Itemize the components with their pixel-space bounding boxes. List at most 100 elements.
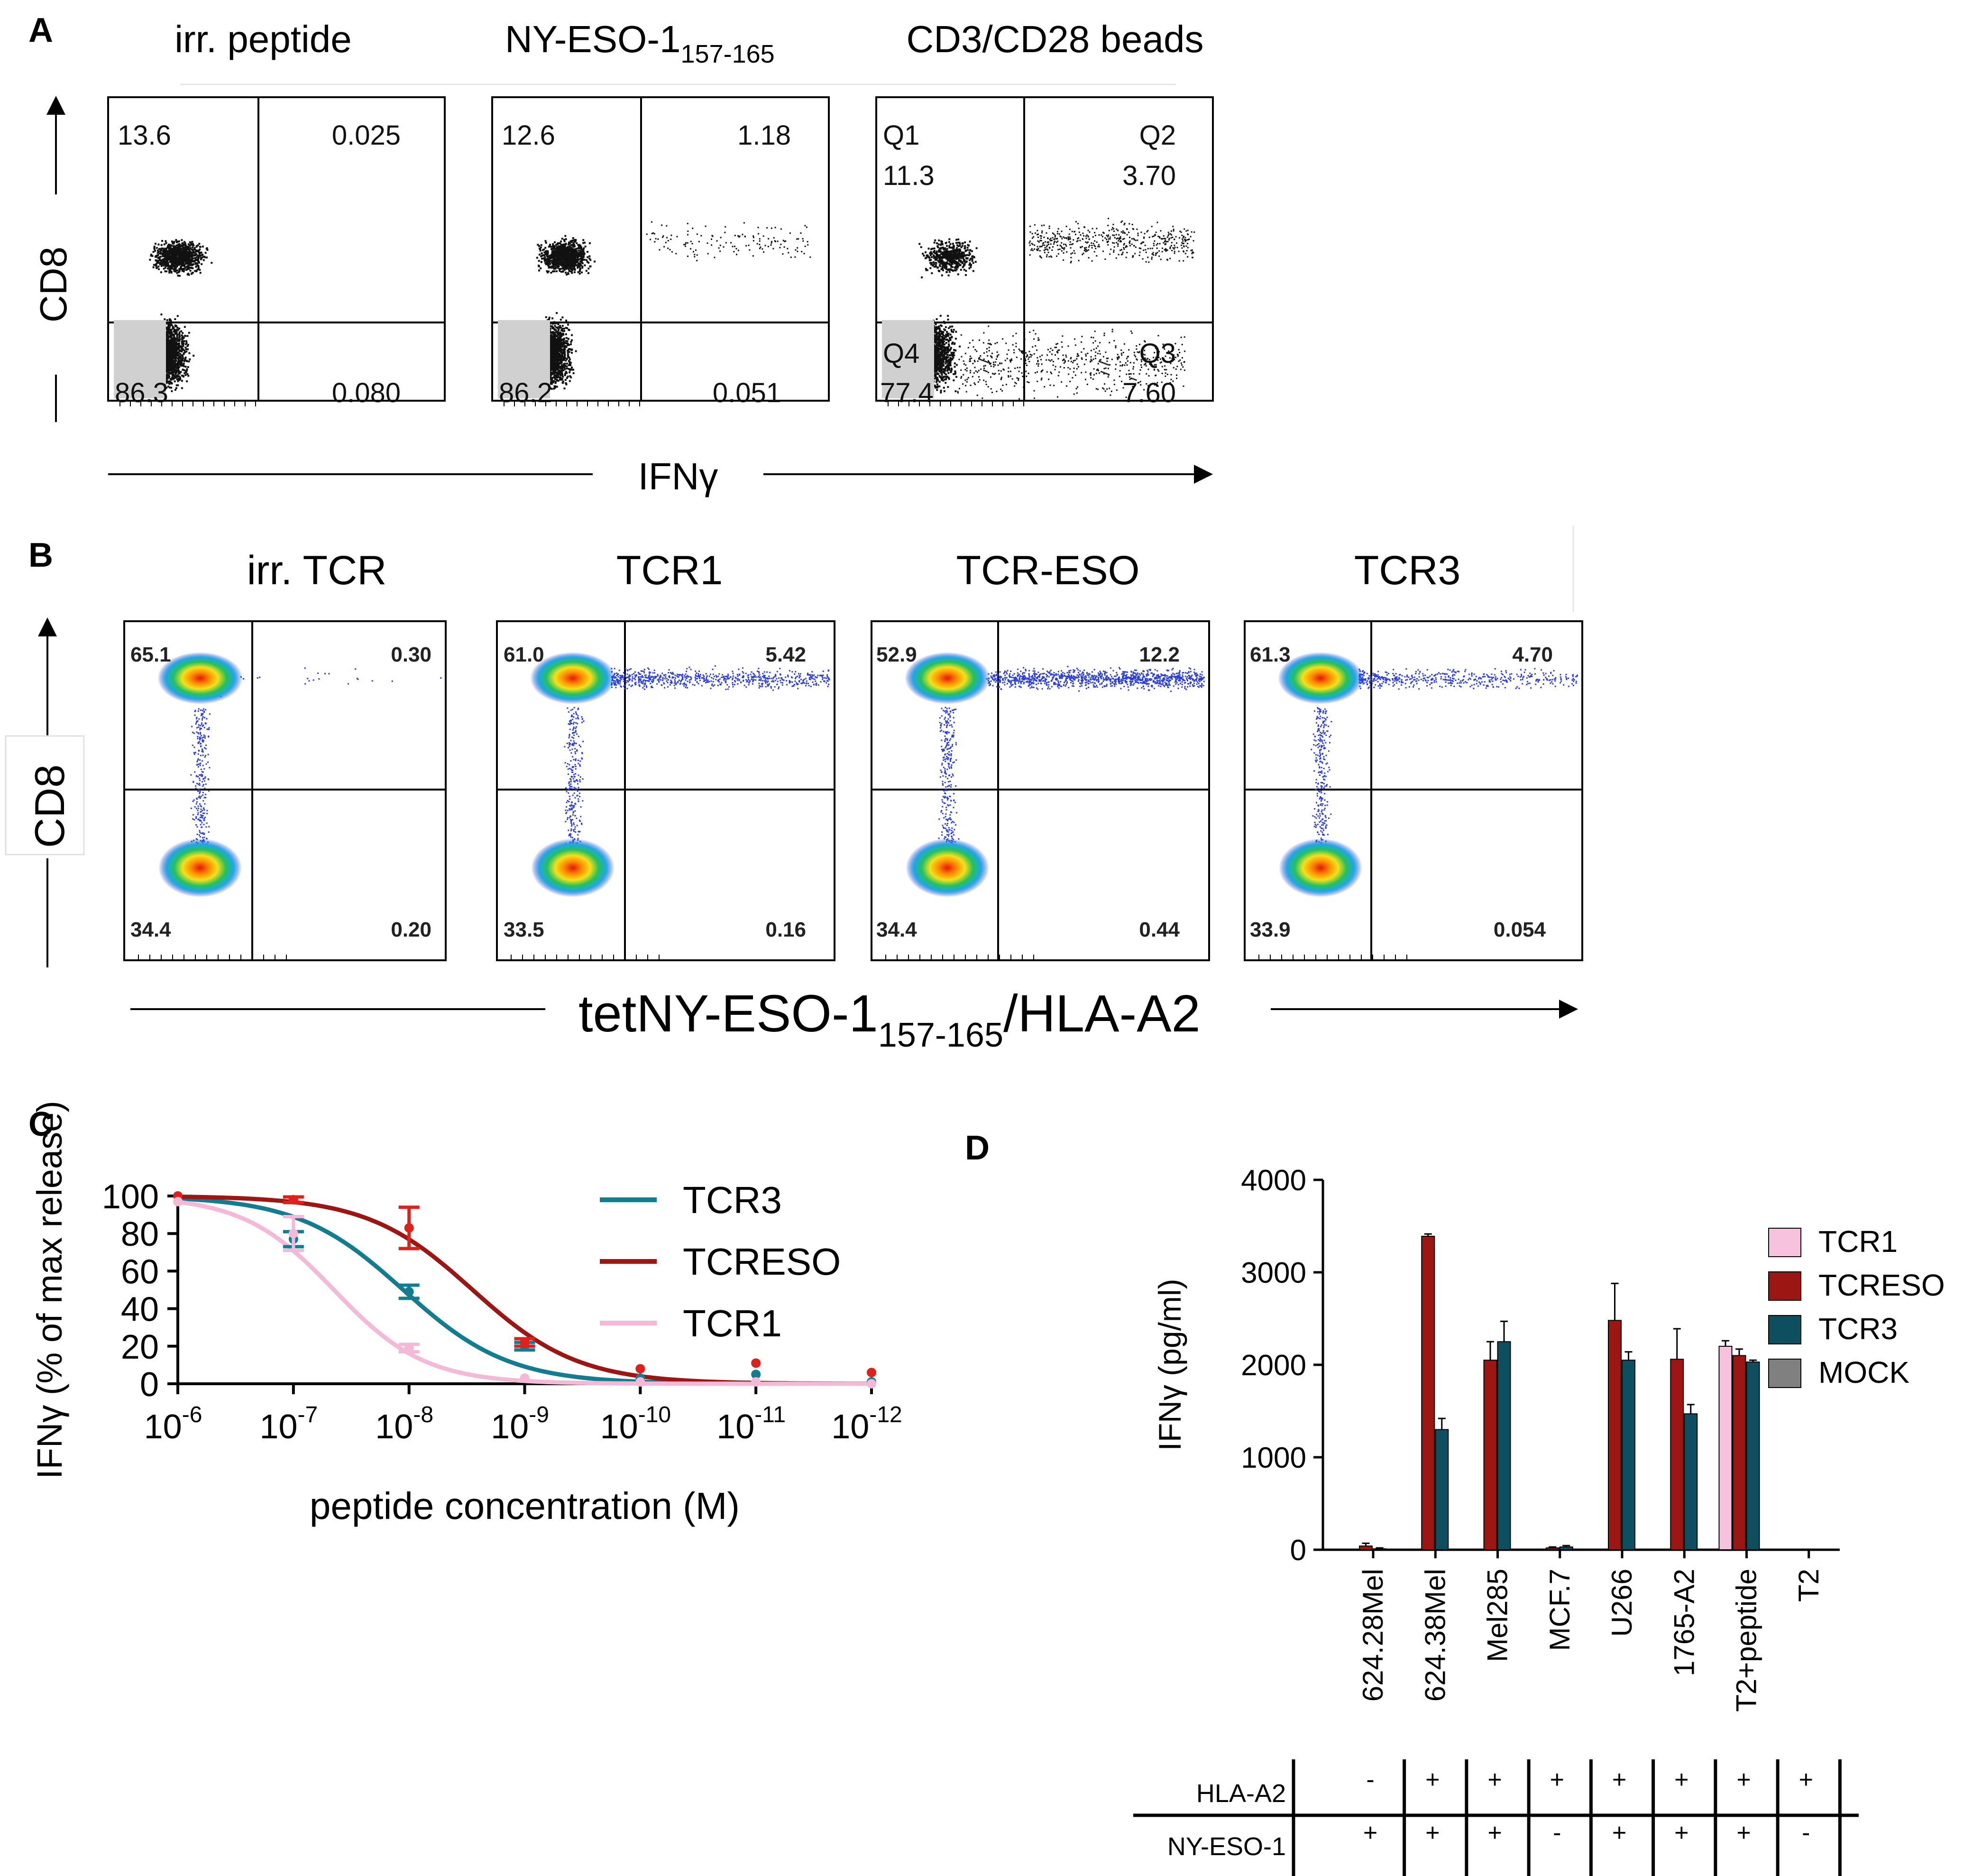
event-dot: [185, 359, 188, 362]
event-dot: [173, 270, 175, 272]
event-dot: [759, 238, 761, 240]
event-dot: [170, 367, 172, 369]
event-dot: [167, 334, 169, 337]
event-dot: [173, 245, 175, 248]
event-dot: [559, 346, 561, 349]
event-dot: [185, 257, 187, 259]
event-dot: [553, 347, 555, 349]
event-dot: [557, 254, 560, 256]
event-dot: [175, 255, 177, 257]
event-dot: [169, 369, 171, 372]
event-dot: [159, 258, 161, 260]
event-dot: [560, 377, 562, 380]
event-dot: [199, 248, 201, 250]
event-dot: [573, 239, 576, 241]
event-dot: [566, 273, 568, 276]
scatter-cloud: [918, 218, 1195, 400]
event-dot: [175, 258, 177, 260]
event-dot: [558, 268, 560, 270]
event-dot: [567, 257, 569, 259]
event-dot: [562, 267, 565, 269]
event-dot: [570, 271, 573, 273]
event-dot: [559, 247, 561, 249]
event-dot: [173, 377, 175, 379]
event-dot: [963, 255, 965, 257]
event-dot: [202, 259, 205, 261]
event-dot: [579, 252, 582, 254]
event-dot: [169, 342, 172, 345]
event-dot: [548, 262, 550, 264]
event-dot: [172, 340, 174, 342]
event-dot: [588, 257, 591, 260]
event-dot: [165, 250, 167, 253]
event-dot: [923, 254, 925, 257]
event-dot: [557, 362, 560, 365]
event-dot: [176, 262, 178, 265]
event-dot: [725, 242, 727, 244]
event-dot: [947, 274, 950, 276]
event-dot: [191, 273, 193, 275]
event-dot: [572, 254, 575, 256]
event-dot: [561, 346, 564, 348]
event-dot: [184, 249, 186, 252]
event-dot: [581, 252, 583, 255]
event-dot: [544, 262, 547, 264]
event-dot: [185, 256, 188, 258]
event-dot: [955, 242, 957, 244]
event-dot: [667, 248, 669, 249]
event-dot: [549, 346, 551, 349]
event-dot: [571, 272, 573, 274]
event-dot: [550, 331, 552, 333]
event-dot: [548, 266, 551, 268]
event-dot: [556, 312, 558, 314]
event-dot: [177, 384, 179, 386]
event-dot: [700, 235, 702, 237]
event-dot: [762, 248, 763, 250]
event-dot: [553, 369, 556, 371]
event-dot: [165, 240, 167, 242]
event-dot: [733, 251, 735, 253]
event-dot: [557, 327, 559, 329]
event-dot: [957, 265, 960, 267]
event-dot: [184, 349, 186, 351]
event-dot: [188, 352, 191, 354]
event-dot: [181, 263, 183, 266]
event-dot: [169, 335, 171, 338]
event-dot: [552, 246, 554, 248]
event-dot: [555, 244, 557, 246]
event-dot: [565, 346, 568, 348]
event-dot: [174, 347, 176, 349]
event-dot: [172, 371, 174, 373]
event-dot: [560, 258, 563, 260]
event-dot: [188, 249, 191, 251]
event-dot: [168, 346, 170, 349]
event-dot: [167, 367, 170, 369]
event-dot: [920, 246, 922, 248]
event-dot: [958, 251, 960, 254]
event-dot: [180, 371, 182, 373]
event-dot: [167, 364, 170, 367]
event-dot: [195, 250, 198, 253]
event-dot: [170, 271, 173, 274]
event-dot: [565, 254, 567, 256]
event-dot: [565, 264, 568, 266]
event-dot: [177, 354, 180, 357]
event-dot: [161, 240, 164, 242]
event-dot: [169, 371, 171, 374]
event-dot: [561, 329, 563, 331]
event-dot: [560, 368, 562, 370]
event-dot: [177, 275, 179, 277]
event-dot: [189, 241, 191, 243]
event-dot: [574, 256, 576, 258]
event-dot: [167, 246, 169, 248]
flow-plot-title: irr. peptide: [174, 18, 352, 60]
event-dot: [171, 250, 173, 252]
event-dot: [166, 362, 168, 365]
event-dot: [168, 374, 170, 377]
event-dot: [158, 256, 161, 258]
event-dot: [169, 267, 171, 269]
event-dot: [561, 349, 563, 351]
event-dot: [159, 259, 161, 262]
event-dot: [650, 239, 651, 240]
event-dot: [739, 235, 741, 237]
